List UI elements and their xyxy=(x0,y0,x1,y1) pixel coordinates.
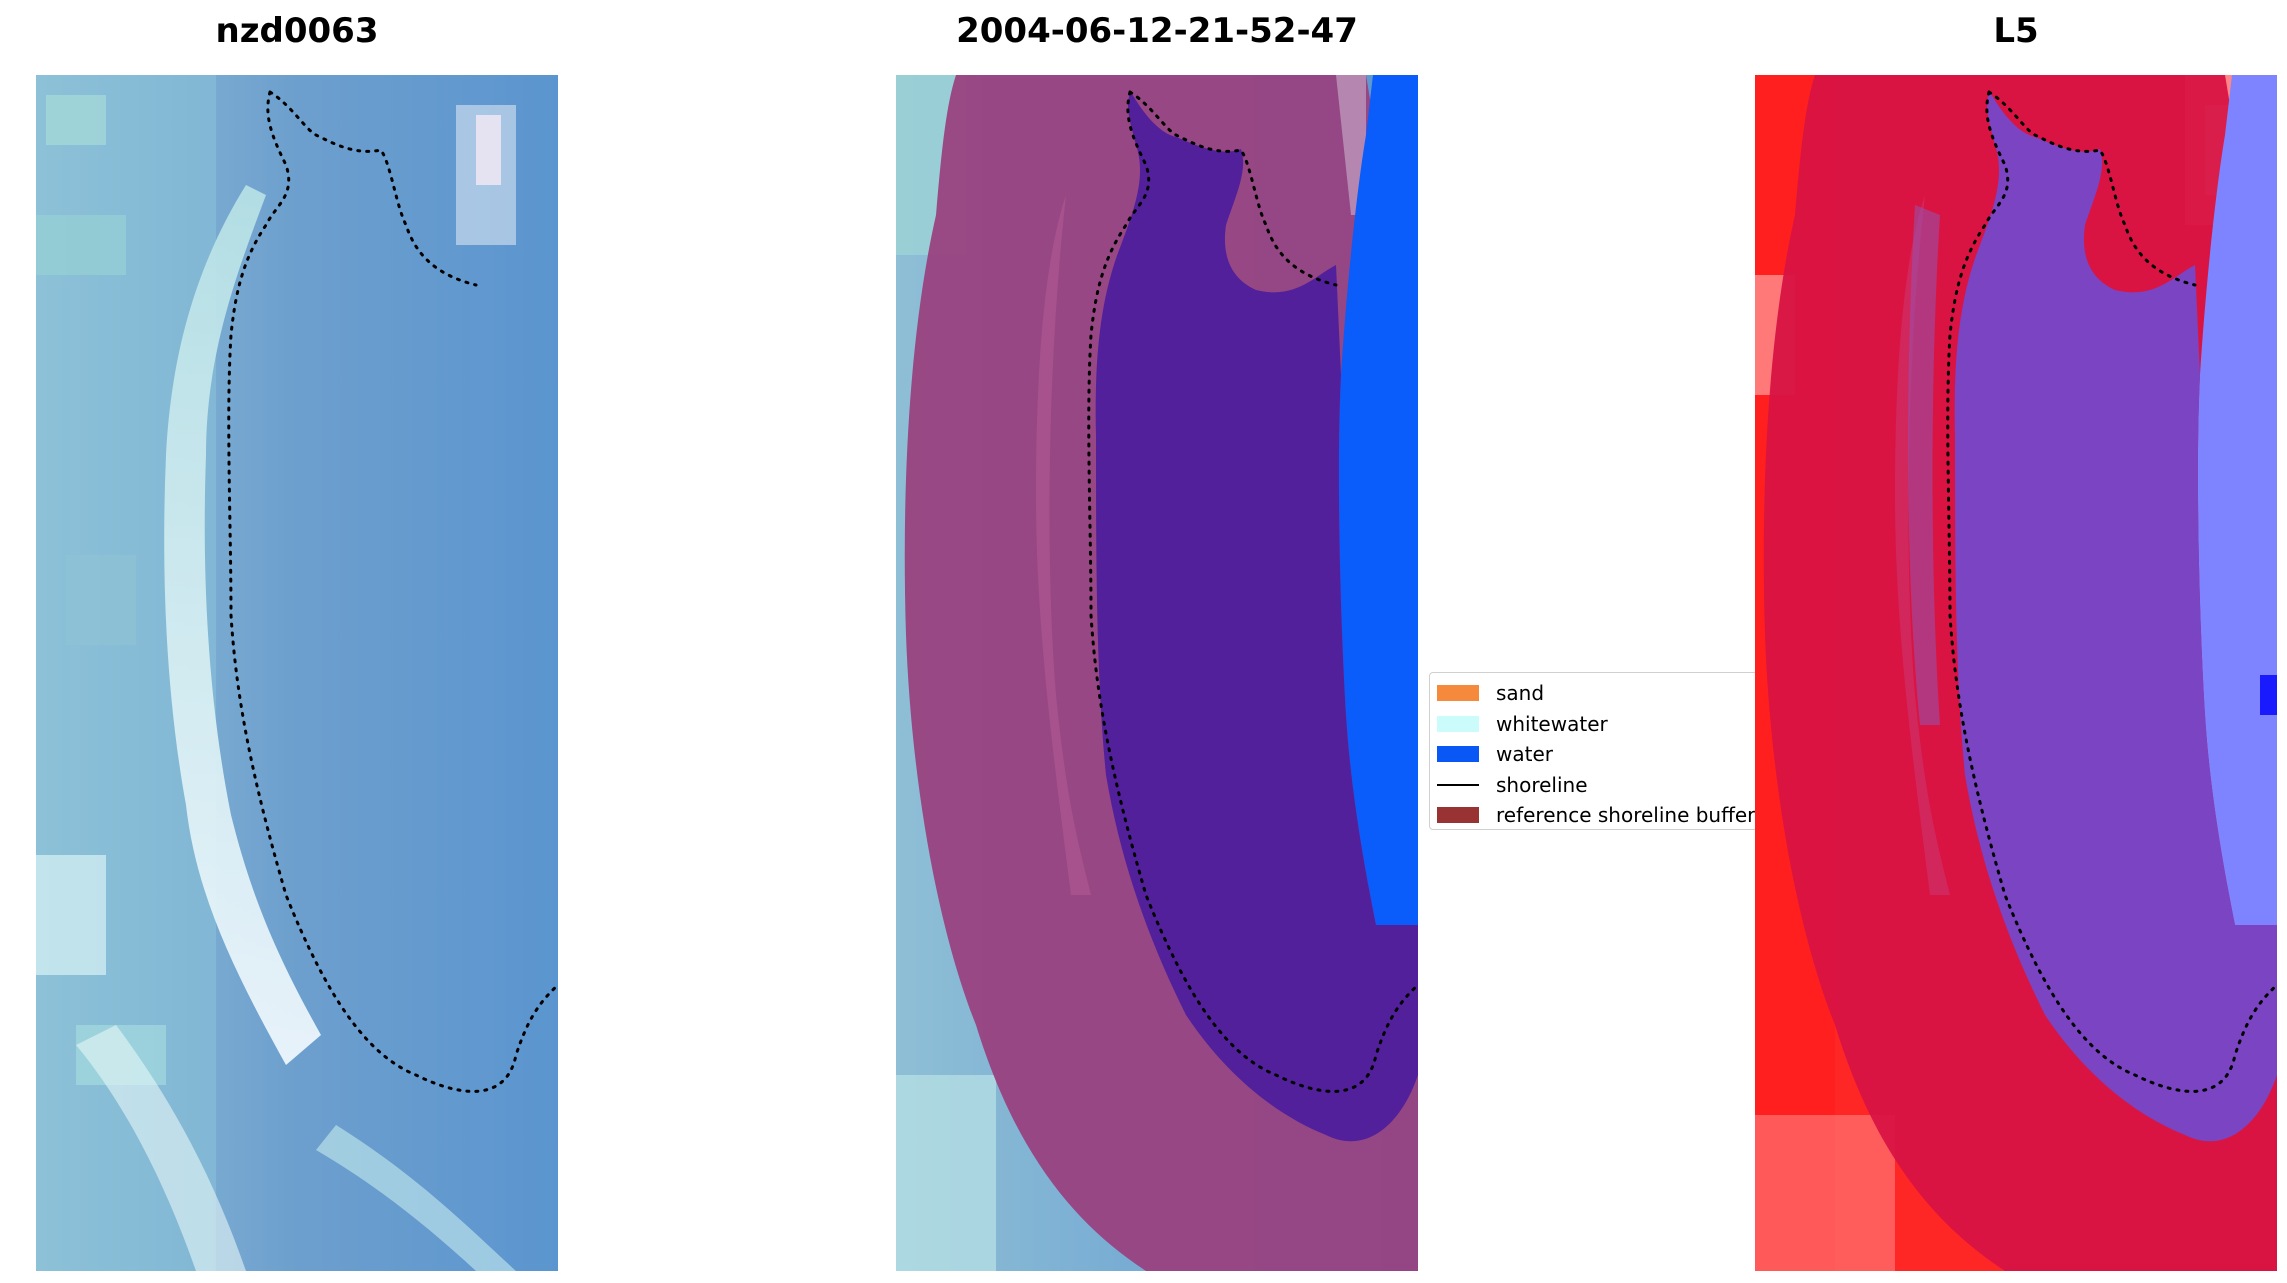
rgb-image xyxy=(36,75,558,1271)
legend-label-whitewater: whitewater xyxy=(1496,711,1608,736)
legend-swatch-shoreline xyxy=(1437,777,1479,793)
legend-item-whitewater: whitewater xyxy=(1437,709,1768,740)
legend-item-water: water xyxy=(1437,739,1768,770)
legend-swatch-whitewater xyxy=(1437,715,1479,732)
legend-swatch-sand xyxy=(1437,685,1479,702)
legend-label-water: water xyxy=(1496,742,1553,767)
legend-label-reference-buffer: reference shoreline buffer xyxy=(1496,803,1756,828)
legend-item-shoreline: shoreline xyxy=(1437,770,1768,801)
legend-item-reference-buffer: reference shoreline buffer xyxy=(1437,800,1768,829)
classified-image-panel xyxy=(896,75,1418,1271)
legend-label-sand: sand xyxy=(1496,681,1545,706)
classified-image xyxy=(896,75,1418,1271)
panel-title-image: nzd0063 xyxy=(215,11,379,51)
legend: sand whitewater water shoreline referenc… xyxy=(1429,672,1769,830)
legend-swatch-water xyxy=(1437,746,1479,763)
legend-swatch-reference-buffer xyxy=(1437,807,1479,824)
rgb-image-panel xyxy=(36,75,558,1271)
panel-title-date: 2004-06-12-21-52-47 xyxy=(956,11,1358,51)
legend-label-shoreline: shoreline xyxy=(1496,772,1588,797)
index-image-panel xyxy=(1755,75,2277,1271)
panel-title-satellite: L5 xyxy=(1993,11,2039,51)
legend-item-sand: sand xyxy=(1437,678,1768,709)
index-image xyxy=(1755,75,2277,1271)
